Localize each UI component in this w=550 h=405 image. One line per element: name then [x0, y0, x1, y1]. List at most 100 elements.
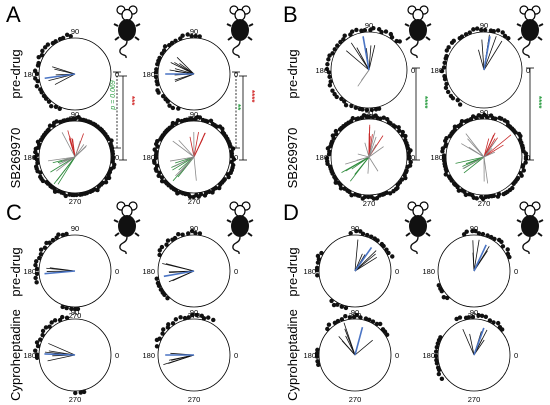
phase-vector — [163, 354, 195, 365]
tick-90: 90 — [365, 108, 373, 117]
phase-dot — [445, 89, 451, 95]
phase-dot — [434, 361, 440, 366]
phase-vector — [368, 144, 377, 158]
phase-dot — [193, 116, 198, 122]
phase-dot — [57, 36, 63, 42]
polar-circle — [445, 31, 523, 109]
phase-dot — [157, 248, 162, 253]
tick-270: 270 — [363, 199, 376, 208]
tick-270: 270 — [349, 395, 362, 404]
phase-dot — [186, 315, 191, 320]
phase-dot — [354, 228, 359, 234]
phase-dot — [488, 28, 494, 33]
phase-dot — [199, 313, 204, 318]
phase-dot — [153, 152, 159, 157]
phase-vector — [469, 333, 475, 356]
phase-dot — [476, 231, 482, 236]
phase-dot — [315, 359, 320, 364]
phase-dot — [327, 83, 333, 88]
phase-dot — [505, 251, 511, 257]
tick-90: 90 — [71, 110, 79, 119]
phase-dot — [394, 38, 399, 44]
phase-vector — [455, 156, 485, 164]
phase-vector — [172, 156, 195, 171]
phase-dot — [34, 266, 40, 272]
phase-dot — [408, 159, 413, 165]
tick-0: 0 — [115, 70, 119, 79]
phase-vector — [483, 148, 493, 158]
tick-0: 0 — [234, 153, 238, 162]
mouse-icon — [226, 5, 254, 59]
phase-vector — [50, 156, 76, 173]
stat-a-red-1: *** — [127, 96, 136, 106]
polar-plot: 90 180 270 0 — [23, 308, 119, 404]
stat-b-green-2: **** — [534, 96, 543, 109]
phase-dot — [36, 54, 41, 60]
phase-dot — [63, 193, 68, 199]
stat-bracket-b-left: **** — [412, 67, 429, 161]
stat-bracket-b-right: **** — [526, 67, 543, 161]
phase-dot — [84, 190, 90, 196]
phase-dot — [155, 82, 160, 87]
phase-dot — [34, 280, 39, 285]
tick-270: 270 — [69, 197, 82, 206]
phase-dot — [154, 276, 159, 281]
tick-180: 180 — [23, 351, 36, 360]
phase-dot — [384, 332, 390, 337]
phase-dot — [502, 118, 507, 123]
phase-dot — [339, 96, 344, 102]
phase-dot — [341, 37, 346, 42]
tick-0: 0 — [115, 351, 119, 360]
phase-dot — [492, 236, 497, 242]
phase-dot — [231, 157, 237, 162]
phase-dot — [170, 237, 175, 242]
phase-vector — [473, 327, 485, 356]
phase-vector — [361, 69, 370, 81]
phase-dot — [52, 318, 58, 323]
tick-90: 90 — [71, 224, 79, 233]
phase-dot — [496, 191, 502, 197]
phase-dot — [34, 83, 40, 89]
phase-dot — [156, 58, 161, 64]
mouse-icon — [226, 201, 254, 255]
row-label-d-pre: pre-drug — [285, 247, 300, 296]
phase-vector — [473, 244, 487, 272]
phase-dot — [165, 325, 171, 330]
stat-bracket-a-left: *** p = 0.069 — [110, 71, 136, 161]
phase-dot — [185, 32, 190, 37]
phase-dot — [34, 271, 40, 277]
phase-vector — [47, 156, 76, 162]
phase-dot — [156, 90, 161, 95]
tick-0: 0 — [395, 351, 399, 360]
panel-letter-c: C — [6, 200, 22, 225]
phase-dot — [213, 185, 219, 191]
phase-dot — [496, 237, 502, 243]
phase-dot — [103, 180, 109, 185]
phase-vector — [74, 141, 81, 158]
phase-dot — [211, 317, 216, 323]
phase-dot — [397, 128, 402, 133]
phase-dot — [194, 312, 200, 318]
phase-dot — [33, 348, 38, 353]
phase-vector — [463, 156, 485, 174]
phase-dot — [387, 191, 393, 196]
tick-180: 180 — [142, 351, 155, 360]
phase-dot — [38, 247, 44, 252]
phase-vector — [54, 73, 76, 85]
panel-letter-a: A — [6, 2, 21, 27]
phase-dot — [488, 113, 494, 118]
phase-dot — [206, 315, 211, 320]
polar-plot: 90 180 270 0 — [430, 108, 530, 208]
phase-dot — [351, 314, 357, 320]
phase-dot — [162, 292, 167, 298]
phase-dot — [327, 74, 332, 80]
phase-dot — [328, 79, 333, 84]
phase-dot — [34, 355, 40, 360]
mouse-icon — [516, 5, 544, 59]
tick-90: 90 — [351, 224, 359, 233]
phase-dot — [217, 185, 222, 191]
tick-90: 90 — [71, 27, 79, 36]
row-label-b-pre: pre-drug — [285, 49, 300, 98]
phase-vector — [473, 239, 480, 272]
stat-bracket-a-right: **** ** — [232, 71, 256, 161]
